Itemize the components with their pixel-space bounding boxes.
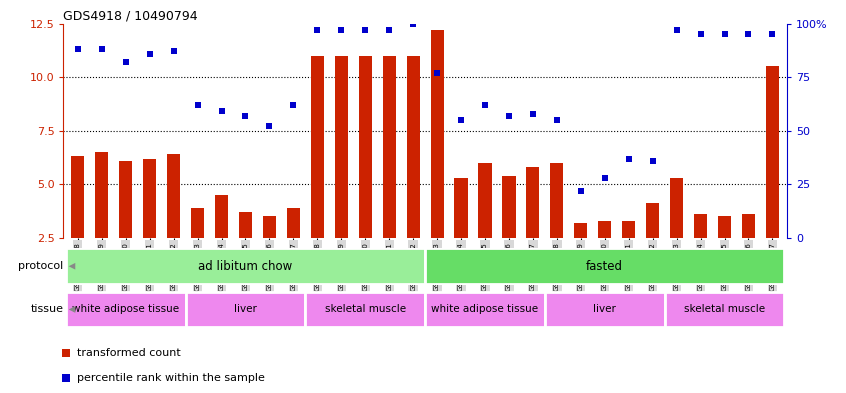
Text: ad libitum chow: ad libitum chow — [198, 260, 293, 273]
Bar — [119, 161, 132, 238]
Bar — [310, 56, 324, 238]
Text: tissue: tissue — [30, 305, 63, 314]
Text: liver: liver — [593, 305, 616, 314]
Bar — [191, 208, 204, 238]
Bar — [215, 195, 228, 238]
Bar — [665, 292, 784, 327]
Text: fasted: fasted — [586, 260, 624, 273]
Bar — [335, 56, 348, 238]
Bar — [287, 208, 300, 238]
Bar — [766, 66, 779, 238]
Text: GDS4918 / 10490794: GDS4918 / 10490794 — [63, 9, 198, 22]
Bar — [670, 178, 684, 238]
Bar — [694, 214, 707, 238]
Bar — [66, 292, 185, 327]
Bar — [622, 220, 635, 238]
Bar — [454, 178, 468, 238]
Text: white adipose tissue: white adipose tissue — [431, 305, 539, 314]
Bar — [382, 56, 396, 238]
Bar — [425, 248, 784, 284]
Bar — [71, 156, 85, 238]
Bar — [167, 154, 180, 238]
Bar — [478, 163, 492, 238]
Bar — [545, 292, 665, 327]
Bar — [66, 248, 425, 284]
Text: percentile rank within the sample: percentile rank within the sample — [77, 373, 266, 383]
Bar — [574, 223, 587, 238]
Bar — [526, 167, 540, 238]
Text: liver: liver — [234, 305, 257, 314]
Bar — [96, 152, 108, 238]
Bar — [359, 56, 372, 238]
Bar — [185, 292, 305, 327]
Bar — [407, 56, 420, 238]
Bar — [550, 163, 563, 238]
Bar — [598, 220, 612, 238]
Bar — [239, 212, 252, 238]
Bar — [263, 216, 276, 238]
Text: white adipose tissue: white adipose tissue — [72, 305, 179, 314]
Bar — [143, 158, 157, 238]
Bar — [718, 216, 731, 238]
Bar — [425, 292, 545, 327]
Bar — [742, 214, 755, 238]
Bar — [646, 204, 659, 238]
Text: skeletal muscle: skeletal muscle — [325, 305, 406, 314]
Text: skeletal muscle: skeletal muscle — [684, 305, 765, 314]
Bar — [305, 292, 425, 327]
Text: protocol: protocol — [19, 261, 63, 271]
Bar — [503, 176, 515, 238]
Text: transformed count: transformed count — [77, 348, 181, 358]
Bar — [431, 30, 443, 238]
